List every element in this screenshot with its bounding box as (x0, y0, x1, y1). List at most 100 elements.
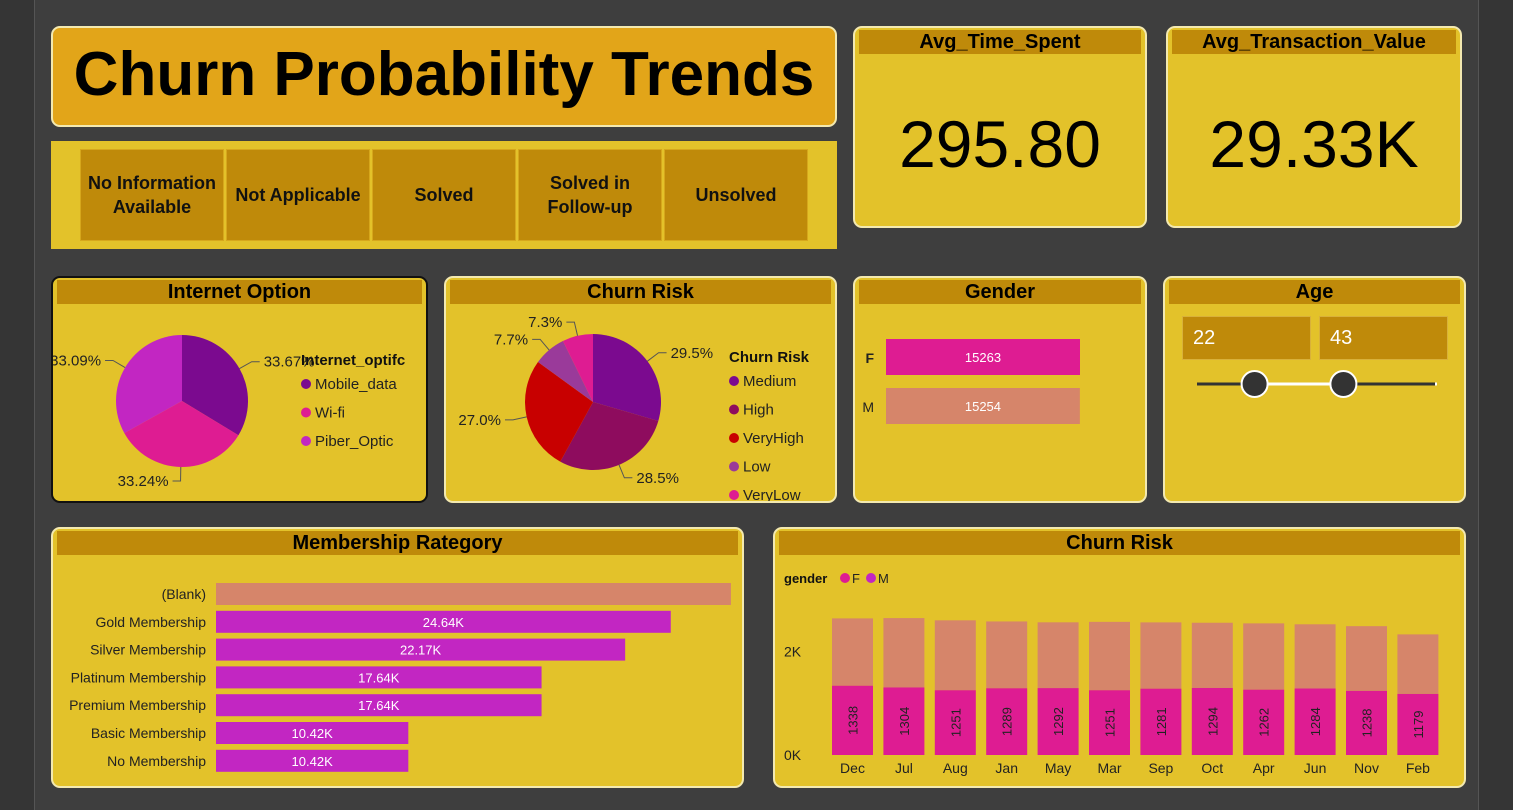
internet-leader-1 (172, 466, 182, 482)
month-value-label-8: 1262 (1257, 708, 1272, 737)
internet-legend-label-1[interactable]: Wi-fi (315, 405, 345, 422)
membership-bar-0[interactable] (216, 583, 731, 605)
churnpie-legend-marker-2 (729, 433, 739, 443)
membership-bar-3[interactable] (216, 666, 542, 689)
membership-category-label-3: Platinum Membership (71, 669, 207, 685)
month-bar-f-0[interactable] (832, 685, 873, 755)
month-bar-f-5[interactable] (1089, 690, 1130, 755)
internet-option-pie-chart: 33.67% 33.24% 33.09% Internet_optifc Mobile_… (53, 335, 405, 490)
age-slider-high-handle[interactable] (1329, 370, 1358, 398)
churnpie-slice-3[interactable] (537, 341, 593, 402)
churnpie-legend-marker-0 (729, 376, 739, 386)
month-category-label-4: May (1045, 760, 1071, 776)
internet-value-label-2: 33.09% (53, 352, 101, 369)
month-bar-f-8[interactable] (1243, 689, 1285, 755)
internet-slice-1[interactable] (124, 401, 239, 467)
internet-option-card: Internet Option 33.67% 33.24% 33.09% Intern… (51, 276, 428, 503)
internet-legend-label-2[interactable]: Piber_Optic (315, 433, 394, 450)
month-bar-m-2[interactable] (934, 620, 976, 691)
age-slider-low-handle[interactable] (1240, 370, 1269, 398)
month-bar-f-10[interactable] (1346, 690, 1387, 755)
membership-bar-4[interactable] (216, 694, 542, 717)
month-category-label-9: Jun (1304, 760, 1327, 776)
internet-slice-2[interactable] (116, 335, 182, 434)
internet-legend-label-0[interactable]: Mobile_data (315, 376, 397, 393)
internet-legend-marker-2 (301, 436, 311, 446)
month-bar-f-3[interactable] (986, 688, 1028, 755)
month-category-label-10: Nov (1354, 760, 1379, 776)
gender-bar-0[interactable] (886, 339, 1080, 375)
month-bar-m-1[interactable] (883, 618, 925, 688)
gender-category-label-0: F (865, 350, 874, 366)
churnpie-legend-label-3[interactable]: Low (743, 459, 771, 476)
status-filter-solved[interactable]: Solved (372, 149, 516, 241)
month-bar-m-11[interactable] (1397, 634, 1439, 694)
membership-bar-6[interactable] (216, 749, 409, 772)
month-bar-f-2[interactable] (934, 690, 976, 755)
churn-risk-month-title: Churn Risk (779, 531, 1460, 555)
month-bar-f-11[interactable] (1397, 693, 1439, 755)
page-title: Churn Probability Trends (51, 26, 837, 127)
status-filter-solved-follow-up[interactable]: Solved in Follow-up (518, 149, 662, 241)
churnpie-leader-4 (566, 321, 579, 336)
membership-bar-1[interactable] (216, 610, 671, 633)
month-bar-f-1[interactable] (883, 687, 925, 755)
membership-category-label-6: No Membership (107, 753, 206, 769)
internet-slice-0[interactable] (182, 335, 249, 436)
month-category-label-1: Jul (895, 760, 913, 776)
internet-value-label-0: 33.67% (264, 354, 315, 371)
month-bar-f-6[interactable] (1140, 688, 1182, 755)
month-legend-label-M[interactable]: M (878, 571, 889, 586)
month-bar-m-4[interactable] (1037, 622, 1079, 689)
month-category-label-2: Aug (943, 760, 968, 776)
month-bar-f-7[interactable] (1191, 687, 1233, 755)
month-category-label-5: Mar (1097, 760, 1121, 776)
churnpie-slice-0[interactable] (593, 334, 661, 421)
churn-risk-month-card: Churn Risk gender F M 0K 2K 1338 Dec 1304 Jul 125… (773, 527, 1466, 788)
month-bar-m-6[interactable] (1140, 622, 1182, 689)
age-min-input[interactable]: 22 (1182, 316, 1311, 360)
month-bar-m-0[interactable] (832, 618, 873, 686)
membership-value-label-6: 10.42K (292, 754, 334, 769)
membership-value-label-3: 17.64K (358, 670, 400, 685)
status-filter-unsolved[interactable]: Unsolved (664, 149, 808, 241)
month-value-label-1: 1304 (897, 707, 912, 736)
month-category-label-11: Feb (1406, 760, 1430, 776)
age-max-input[interactable]: 43 (1319, 316, 1448, 360)
churnpie-legend-label-1[interactable]: High (743, 402, 774, 419)
kpi-avg-transaction-value: Avg_Transaction_Value 29.33K (1166, 26, 1462, 228)
month-bar-m-3[interactable] (986, 621, 1028, 689)
month-bar-f-9[interactable] (1294, 688, 1336, 755)
membership-category-label-5: Basic Membership (91, 725, 206, 741)
churnpie-legend-label-2[interactable]: VeryHigh (743, 430, 804, 447)
month-legend-marker-F (840, 573, 850, 583)
status-filter-not-applicable[interactable]: Not Applicable (226, 149, 370, 241)
churnpie-value-label-3: 7.7% (494, 331, 528, 348)
gender-title: Gender (859, 280, 1141, 304)
churnpie-slice-2[interactable] (525, 362, 593, 462)
membership-bar-2[interactable] (216, 638, 626, 661)
gender-bar-1[interactable] (886, 388, 1080, 424)
churnpie-slice-1[interactable] (560, 402, 659, 470)
membership-value-label-4: 17.64K (358, 698, 400, 713)
membership-bar-5[interactable] (216, 722, 409, 744)
churnpie-value-label-4: 7.3% (528, 314, 562, 331)
month-legend-label-F[interactable]: F (852, 571, 860, 586)
month-bar-m-8[interactable] (1243, 623, 1285, 690)
churnpie-legend-label-4[interactable]: VeryLow (743, 487, 801, 501)
churnpie-legend-marker-3 (729, 461, 739, 472)
month-bar-m-5[interactable] (1089, 621, 1130, 691)
month-bar-m-9[interactable] (1294, 624, 1336, 689)
membership-bar-chart: (Blank) Gold Membership 24.64K Silver Membe… (69, 583, 731, 772)
churnpie-legend-label-0[interactable]: Medium (743, 373, 796, 390)
internet-leader-0 (239, 361, 260, 370)
month-bar-m-7[interactable] (1191, 622, 1233, 688)
month-bar-f-4[interactable] (1037, 688, 1079, 755)
membership-category-label-0: (Blank) (162, 586, 206, 602)
age-range-slider[interactable] (1165, 362, 1464, 412)
membership-category-label-4: Premium Membership (69, 697, 206, 713)
month-bar-m-10[interactable] (1346, 626, 1387, 691)
churnpie-slice-4[interactable] (562, 334, 593, 402)
status-filter-no-information[interactable]: No Information Available (80, 149, 224, 241)
churnpie-legend-marker-4 (729, 490, 739, 500)
